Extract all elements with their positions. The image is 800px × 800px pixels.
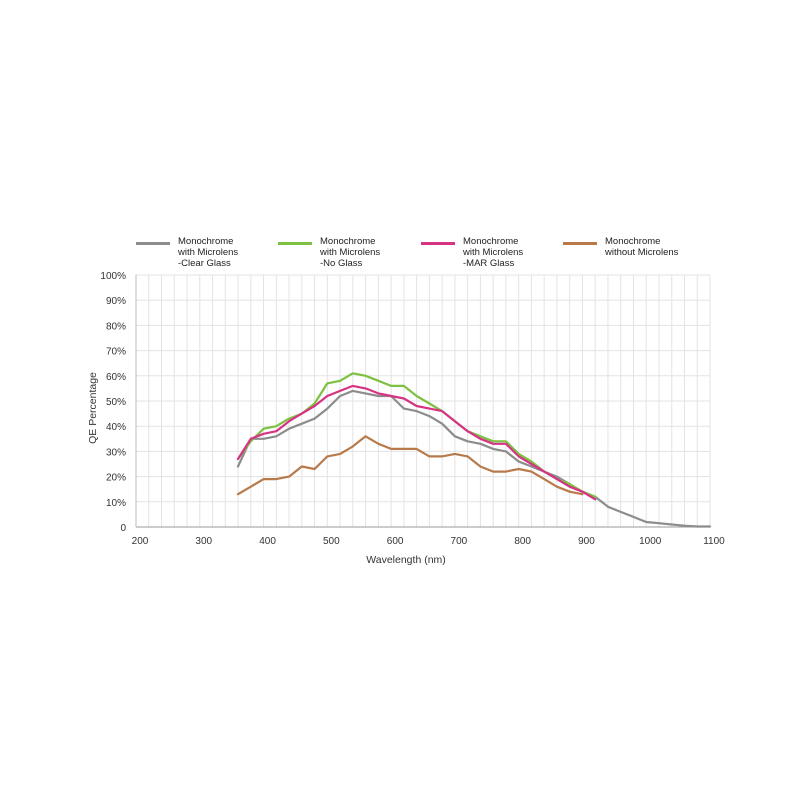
y-tick-label: 90%: [106, 296, 126, 307]
x-tick-label: 700: [451, 536, 468, 547]
x-tick-label: 500: [323, 536, 340, 547]
y-tick-label: 30%: [106, 447, 126, 458]
y-tick-label: 60%: [106, 372, 126, 383]
x-axis-label: Wavelength (nm): [366, 554, 446, 566]
legend-swatch: [563, 242, 597, 245]
y-tick-label: 70%: [106, 347, 126, 358]
x-tick-label: 900: [578, 536, 595, 547]
x-tick-label: 1000: [639, 536, 662, 547]
x-tick-label: 600: [387, 536, 404, 547]
legend-label: Monochrome without Microlens: [605, 236, 679, 258]
series-lines: [236, 372, 712, 528]
y-tick-label: 20%: [106, 473, 126, 484]
series-line-1: [236, 389, 712, 528]
legend-item-mar-glass: Monochrome with Microlens -MAR Glass: [421, 236, 523, 269]
y-tick-label: 100%: [100, 271, 126, 282]
y-tick-label: 80%: [106, 321, 126, 332]
y-tick-label: 50%: [106, 397, 126, 408]
series-line-3: [236, 384, 597, 501]
legend-swatch: [278, 242, 312, 245]
x-tick-label: 400: [259, 536, 276, 547]
axes: [135, 275, 710, 528]
legend-item-no-glass: Monochrome with Microlens -No Glass: [278, 236, 380, 269]
chart-legend: Monochrome with Microlens -Clear Glass M…: [0, 236, 800, 269]
y-tick-label: 0: [120, 523, 126, 534]
legend-item-without-microlens: Monochrome without Microlens: [563, 236, 678, 258]
legend-label: Monochrome with Microlens -Clear Glass: [178, 236, 239, 269]
series-line-4: [236, 435, 584, 496]
x-tick-label: 800: [514, 536, 531, 547]
legend-item-clear-glass: Monochrome with Microlens -Clear Glass: [136, 236, 238, 269]
legend-swatch: [136, 242, 170, 245]
x-tick-label: 200: [132, 536, 149, 547]
x-tick-label: 1100: [703, 536, 725, 547]
y-axis-label: QE Percentage: [87, 372, 99, 444]
x-tick-label: 300: [195, 536, 212, 547]
tick-labels: 200 300 400 500 600 700 800 900 1000 1100 0 10% 20% 3…: [100, 271, 725, 547]
y-tick-label: 10%: [106, 498, 126, 509]
legend-label: Monochrome with Microlens -MAR Glass: [463, 236, 524, 269]
legend-label: Monochrome with Microlens -No Glass: [320, 236, 381, 269]
y-tick-label: 40%: [106, 422, 126, 433]
legend-swatch: [421, 242, 455, 245]
